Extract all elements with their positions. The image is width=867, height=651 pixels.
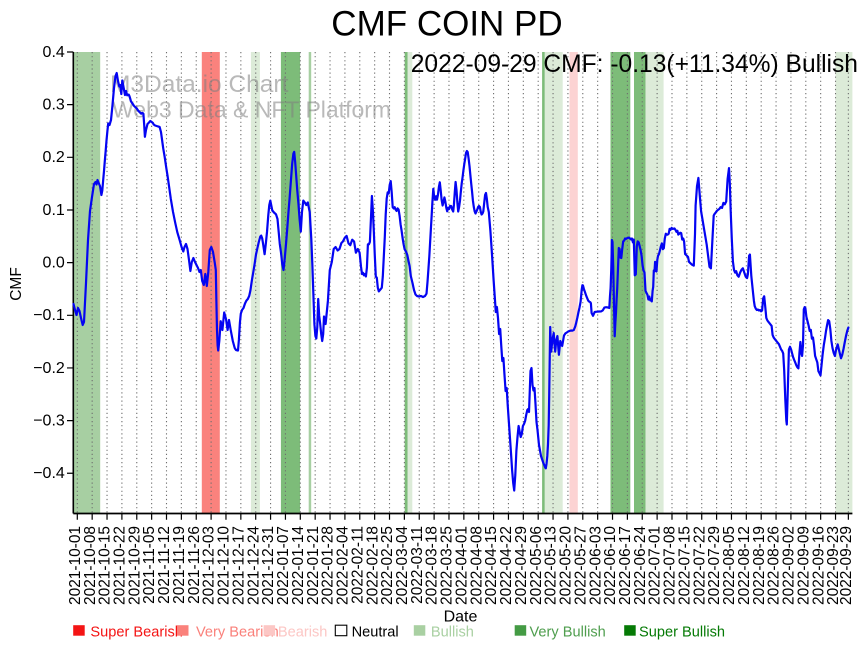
svg-text:2022-09-16: 2022-09-16 (810, 526, 827, 605)
svg-text:2022-04-15: 2022-04-15 (483, 526, 500, 605)
svg-text:2022-08-12: 2022-08-12 (736, 526, 753, 605)
svg-text:2022-08-05: 2022-08-05 (721, 526, 738, 605)
svg-text:2022-04-22: 2022-04-22 (498, 526, 515, 605)
svg-text:2021-12-24: 2021-12-24 (245, 526, 262, 605)
svg-text:0.2: 0.2 (43, 149, 65, 166)
svg-text:2022-06-10: 2022-06-10 (602, 526, 619, 605)
svg-text:Web3 Data & NFT Platform: Web3 Data & NFT Platform (112, 97, 391, 123)
svg-text:2022-07-15: 2022-07-15 (676, 526, 693, 605)
svg-text:2022-01-14: 2022-01-14 (290, 526, 307, 605)
svg-text:2021-12-10: 2021-12-10 (216, 526, 233, 605)
svg-text:2021-10-15: 2021-10-15 (97, 526, 114, 605)
svg-text:2021-11-05: 2021-11-05 (141, 526, 158, 604)
svg-text:2022-09-29: 2022-09-29 (838, 526, 855, 605)
svg-text:2022-09-09: 2022-09-09 (795, 526, 812, 605)
svg-text:M3Data.io Chart: M3Data.io Chart (110, 71, 289, 98)
svg-text:Super Bearish: Super Bearish (90, 625, 182, 641)
svg-text:Bullish: Bullish (431, 625, 474, 641)
svg-text:2022-03-04: 2022-03-04 (394, 526, 411, 605)
svg-text:2022-02-25: 2022-02-25 (379, 526, 396, 605)
svg-text:2021-12-03: 2021-12-03 (201, 526, 218, 605)
svg-text:CMF COIN PD: CMF COIN PD (331, 5, 562, 44)
svg-text:2021-10-29: 2021-10-29 (126, 526, 143, 605)
svg-text:2021-10-01: 2021-10-01 (67, 526, 84, 605)
svg-text:2022-03-11: 2022-03-11 (409, 526, 426, 604)
svg-text:2022-05-20: 2022-05-20 (558, 526, 575, 605)
svg-text:2021-12-17: 2021-12-17 (230, 526, 247, 605)
svg-text:2021-11-12: 2021-11-12 (156, 526, 173, 604)
svg-text:Date: Date (444, 609, 478, 626)
svg-text:0.1: 0.1 (43, 202, 65, 219)
svg-text:2021-11-19: 2021-11-19 (171, 526, 188, 604)
svg-text:2022-02-04: 2022-02-04 (335, 526, 352, 605)
svg-text:2022-05-06: 2022-05-06 (528, 526, 545, 605)
svg-text:−0.3: −0.3 (33, 413, 65, 430)
svg-text:2021-10-08: 2021-10-08 (82, 526, 99, 605)
svg-text:2022-04-01: 2022-04-01 (453, 526, 470, 605)
svg-text:−0.4: −0.4 (33, 465, 65, 482)
svg-text:Neutral: Neutral (352, 625, 399, 641)
svg-text:Very Bullish: Very Bullish (530, 625, 606, 641)
svg-text:2021-11-26: 2021-11-26 (186, 526, 203, 604)
svg-text:2022-01-28: 2022-01-28 (320, 526, 337, 605)
svg-text:2022-03-18: 2022-03-18 (424, 526, 441, 605)
svg-text:2022-05-27: 2022-05-27 (572, 526, 589, 605)
svg-text:2022-08-19: 2022-08-19 (751, 526, 768, 605)
svg-text:0.3: 0.3 (43, 97, 65, 114)
svg-text:2022-01-07: 2022-01-07 (275, 526, 292, 605)
svg-text:CMF: CMF (8, 267, 25, 301)
svg-text:2022-03-25: 2022-03-25 (439, 526, 456, 605)
svg-text:2022-07-01: 2022-07-01 (647, 526, 664, 605)
svg-text:−0.2: −0.2 (33, 360, 65, 377)
svg-text:2022-07-22: 2022-07-22 (691, 526, 708, 605)
svg-text:Bearish: Bearish (278, 625, 327, 641)
svg-text:2021-12-31: 2021-12-31 (260, 526, 277, 605)
svg-text:2022-06-03: 2022-06-03 (587, 526, 604, 605)
svg-text:0.0: 0.0 (43, 255, 65, 272)
svg-text:2022-09-29 CMF: -0.13(+11.34%): 2022-09-29 CMF: -0.13(+11.34%) Bullish (411, 51, 858, 78)
svg-text:2022-07-29: 2022-07-29 (706, 526, 723, 605)
svg-text:2022-01-21: 2022-01-21 (305, 526, 322, 605)
svg-text:2022-05-13: 2022-05-13 (543, 526, 560, 605)
svg-text:2022-02-18: 2022-02-18 (364, 526, 381, 605)
svg-text:Very Bearish: Very Bearish (196, 625, 279, 641)
svg-text:2022-04-29: 2022-04-29 (513, 526, 530, 605)
svg-text:2022-08-26: 2022-08-26 (766, 526, 783, 605)
svg-text:2021-10-22: 2021-10-22 (112, 526, 129, 605)
svg-text:0.4: 0.4 (43, 44, 65, 61)
svg-text:2022-04-08: 2022-04-08 (468, 526, 485, 605)
svg-text:2022-07-08: 2022-07-08 (662, 526, 679, 605)
svg-text:Super Bullish: Super Bullish (639, 625, 725, 641)
svg-text:2022-06-24: 2022-06-24 (632, 526, 649, 605)
svg-text:2022-09-02: 2022-09-02 (781, 526, 798, 605)
svg-text:−0.1: −0.1 (33, 307, 65, 324)
svg-text:2022-02-11: 2022-02-11 (349, 526, 366, 604)
svg-text:2022-06-17: 2022-06-17 (617, 526, 634, 605)
svg-text:2022-09-23: 2022-09-23 (825, 526, 842, 605)
